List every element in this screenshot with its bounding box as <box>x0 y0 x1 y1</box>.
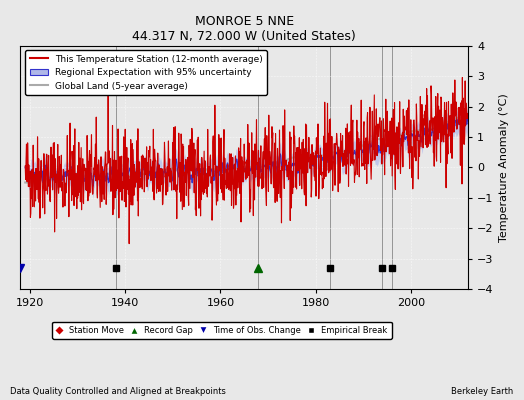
Legend: Station Move, Record Gap, Time of Obs. Change, Empirical Break: Station Move, Record Gap, Time of Obs. C… <box>52 322 391 339</box>
Text: Data Quality Controlled and Aligned at Breakpoints: Data Quality Controlled and Aligned at B… <box>10 387 226 396</box>
Y-axis label: Temperature Anomaly (°C): Temperature Anomaly (°C) <box>499 93 509 242</box>
Text: Berkeley Earth: Berkeley Earth <box>451 387 514 396</box>
Title: MONROE 5 NNE
44.317 N, 72.000 W (United States): MONROE 5 NNE 44.317 N, 72.000 W (United … <box>133 15 356 43</box>
